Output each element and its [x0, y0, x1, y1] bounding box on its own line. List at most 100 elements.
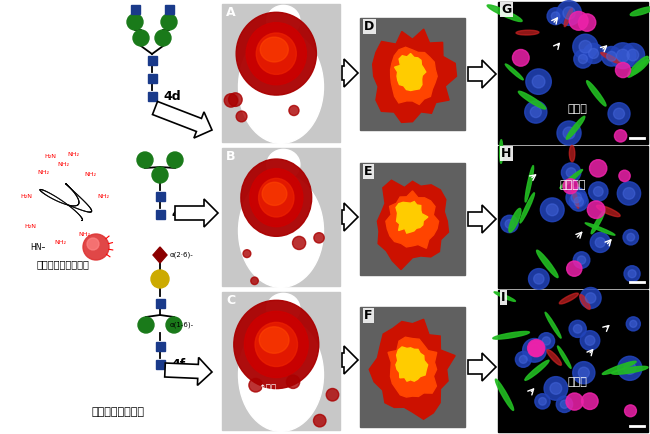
Text: 4f: 4f [171, 358, 185, 371]
Polygon shape [391, 47, 437, 105]
Circle shape [628, 270, 636, 278]
Ellipse shape [603, 361, 636, 375]
Text: NH₂: NH₂ [84, 172, 96, 178]
Ellipse shape [493, 332, 530, 339]
Circle shape [538, 333, 554, 349]
Text: ↑肝臓: ↑肝臓 [257, 96, 276, 105]
Circle shape [534, 274, 544, 284]
Circle shape [500, 215, 518, 233]
Ellipse shape [494, 292, 515, 302]
Circle shape [532, 75, 545, 88]
Ellipse shape [267, 149, 300, 180]
Polygon shape [342, 59, 358, 87]
Circle shape [580, 287, 601, 309]
Ellipse shape [569, 145, 575, 162]
Circle shape [580, 331, 600, 350]
Ellipse shape [495, 379, 514, 411]
Bar [164, 4, 174, 13]
Ellipse shape [585, 223, 615, 235]
Bar [360, 163, 465, 275]
Bar [155, 191, 164, 201]
Circle shape [602, 46, 621, 66]
Text: F: F [364, 309, 372, 322]
Ellipse shape [516, 30, 539, 35]
Bar [148, 73, 157, 82]
Ellipse shape [571, 184, 578, 208]
Text: C: C [226, 294, 235, 307]
Text: 4e: 4e [171, 207, 188, 220]
Ellipse shape [536, 250, 558, 278]
Text: H₂N: H₂N [44, 155, 56, 160]
Bar [498, 290, 648, 432]
Circle shape [557, 121, 581, 145]
Circle shape [133, 30, 149, 46]
Polygon shape [396, 201, 428, 233]
Circle shape [326, 388, 339, 401]
Circle shape [573, 362, 595, 384]
Polygon shape [342, 346, 358, 374]
Circle shape [251, 277, 258, 285]
Text: A: A [226, 6, 235, 19]
Ellipse shape [246, 23, 306, 85]
Text: ↑肝臓: ↑肝臓 [257, 385, 276, 393]
Circle shape [528, 345, 540, 356]
Circle shape [563, 127, 575, 139]
Circle shape [229, 93, 242, 106]
Circle shape [152, 167, 168, 183]
Text: HN–: HN– [31, 243, 46, 252]
Circle shape [287, 375, 300, 388]
Circle shape [627, 233, 634, 241]
Ellipse shape [255, 322, 298, 367]
Polygon shape [164, 358, 212, 385]
Text: G: G [501, 3, 512, 16]
Circle shape [630, 320, 637, 327]
Text: α(1-6)-: α(1-6)- [170, 322, 194, 328]
Circle shape [578, 367, 590, 378]
Ellipse shape [500, 140, 502, 163]
Circle shape [616, 49, 629, 62]
Circle shape [151, 270, 169, 288]
Text: 蛍光標識アルブミン: 蛍光標識アルブミン [36, 259, 90, 269]
Circle shape [512, 49, 529, 66]
Circle shape [562, 163, 581, 182]
Circle shape [243, 250, 251, 257]
Circle shape [566, 187, 587, 208]
Circle shape [573, 252, 590, 268]
Circle shape [556, 396, 573, 412]
Circle shape [619, 170, 630, 181]
Text: NH₂: NH₂ [37, 171, 49, 175]
Ellipse shape [239, 30, 324, 143]
Circle shape [289, 105, 299, 115]
Circle shape [313, 414, 326, 427]
Circle shape [515, 352, 531, 367]
Polygon shape [153, 102, 212, 138]
Ellipse shape [592, 211, 604, 234]
Circle shape [571, 193, 582, 203]
Circle shape [606, 51, 616, 61]
Circle shape [567, 261, 582, 276]
Polygon shape [468, 353, 496, 381]
Ellipse shape [560, 293, 578, 304]
Circle shape [573, 325, 582, 333]
Text: NH₂: NH₂ [54, 240, 66, 246]
Bar [148, 92, 157, 101]
Ellipse shape [267, 5, 300, 36]
Circle shape [542, 337, 551, 345]
Circle shape [83, 234, 109, 260]
Polygon shape [395, 53, 426, 91]
Ellipse shape [250, 169, 303, 227]
Ellipse shape [525, 360, 549, 380]
Ellipse shape [267, 293, 300, 324]
Bar [131, 4, 140, 13]
Circle shape [579, 40, 592, 53]
Circle shape [525, 101, 547, 123]
Text: α(2·6)-: α(2·6)- [170, 252, 194, 258]
Bar [222, 4, 340, 142]
Ellipse shape [564, 8, 573, 26]
Text: E: E [364, 165, 372, 178]
Bar [155, 342, 164, 351]
Ellipse shape [239, 318, 324, 431]
Circle shape [593, 187, 603, 196]
Text: NH₂: NH₂ [57, 162, 69, 168]
Ellipse shape [520, 193, 534, 223]
